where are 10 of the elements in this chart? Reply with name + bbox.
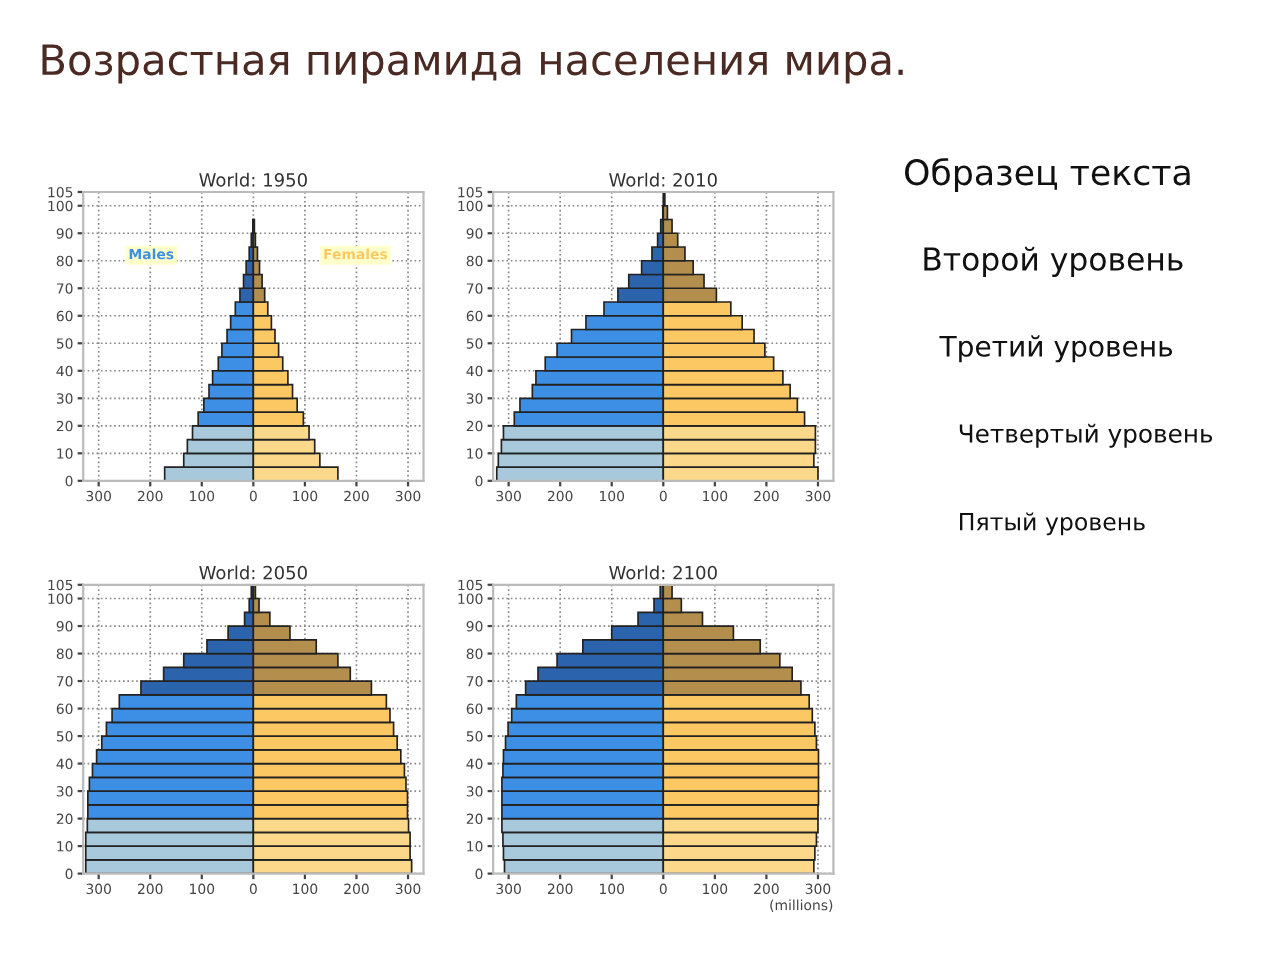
- chart-title: World: 2100: [609, 565, 717, 580]
- chart-title: World: 2010: [609, 172, 717, 187]
- chart-title: World: 1950: [199, 172, 307, 187]
- text: Пятый уровень: [960, 512, 1145, 536]
- text: Второй уровень: [924, 246, 1183, 277]
- text: Возрастная пирамида населения мира.: [42, 44, 903, 84]
- text: Четвертый уровень: [959, 423, 1213, 448]
- text: Третий уровень: [939, 335, 1173, 363]
- text: Образец текста: [905, 157, 1190, 193]
- chart-title: World: 2050: [199, 565, 307, 580]
